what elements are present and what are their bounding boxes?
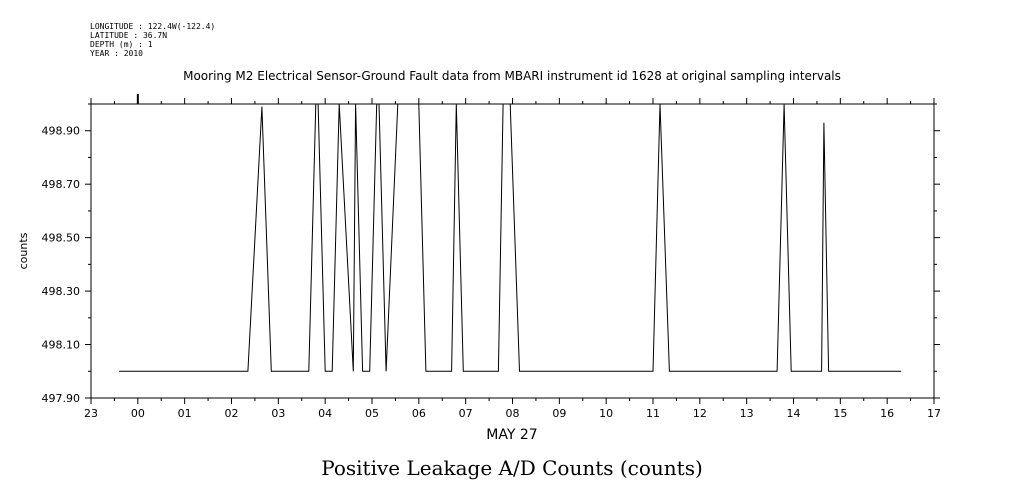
x-axis-label: MAY 27 (486, 427, 537, 443)
x-tick-label: 12 (693, 407, 707, 420)
x-tick-label: 16 (880, 407, 894, 420)
x-tick-label: 13 (740, 407, 754, 420)
x-tick-label: 17 (927, 407, 941, 420)
x-axis: 23 00 01 02 03 04 05 06 07 08 09 10 11 12 13 14 15 16 17 (84, 94, 941, 420)
x-tick-label: 11 (646, 407, 660, 420)
x-tick-label: 05 (365, 407, 379, 420)
x-tick-label: 04 (318, 407, 332, 420)
x-tick-label: 01 (178, 407, 192, 420)
bottom-title: Positive Leakage A/D Counts (counts) (321, 456, 703, 480)
year-text: YEAR : 2010 (90, 49, 143, 58)
x-tick-label: 03 (271, 407, 285, 420)
plot-frame (90, 103, 935, 399)
y-tick-label: 498.10 (42, 339, 81, 352)
y-tick-label: 498.30 (42, 285, 81, 298)
x-tick-label: 23 (84, 407, 98, 420)
y-tick-label: 497.90 (42, 392, 81, 405)
y-axis-label: counts (17, 232, 30, 269)
x-tick-label: 02 (225, 407, 239, 420)
y-tick-label: 498.70 (42, 178, 81, 191)
x-tick-label: 14 (787, 407, 801, 420)
longitude-text: LONGITUDE : 122.4W(-122.4) (90, 22, 216, 31)
x-tick-label: 00 (131, 407, 145, 420)
y-tick-label: 498.90 (42, 125, 81, 138)
chart-title: Mooring M2 Electrical Sensor-Ground Faul… (183, 69, 841, 83)
x-tick-label: 08 (506, 407, 520, 420)
y-axis: 497.90 498.10 498.30 498.50 498.70 498.90 (42, 103, 940, 405)
x-tick-label: 06 (412, 407, 426, 420)
x-tick-label: 09 (552, 407, 566, 420)
x-tick-label: 15 (833, 407, 847, 420)
x-tick-label: 10 (599, 407, 613, 420)
latitude-text: LATITUDE : 36.7N (90, 31, 168, 40)
series-line (119, 103, 902, 372)
x-tick-label: 07 (459, 407, 473, 420)
y-tick-label: 498.50 (42, 232, 81, 245)
depth-text: DEPTH (m) : 1 (90, 40, 153, 49)
metadata-block: LONGITUDE : 122.4W(-122.4) LATITUDE : 36.… (90, 22, 215, 58)
